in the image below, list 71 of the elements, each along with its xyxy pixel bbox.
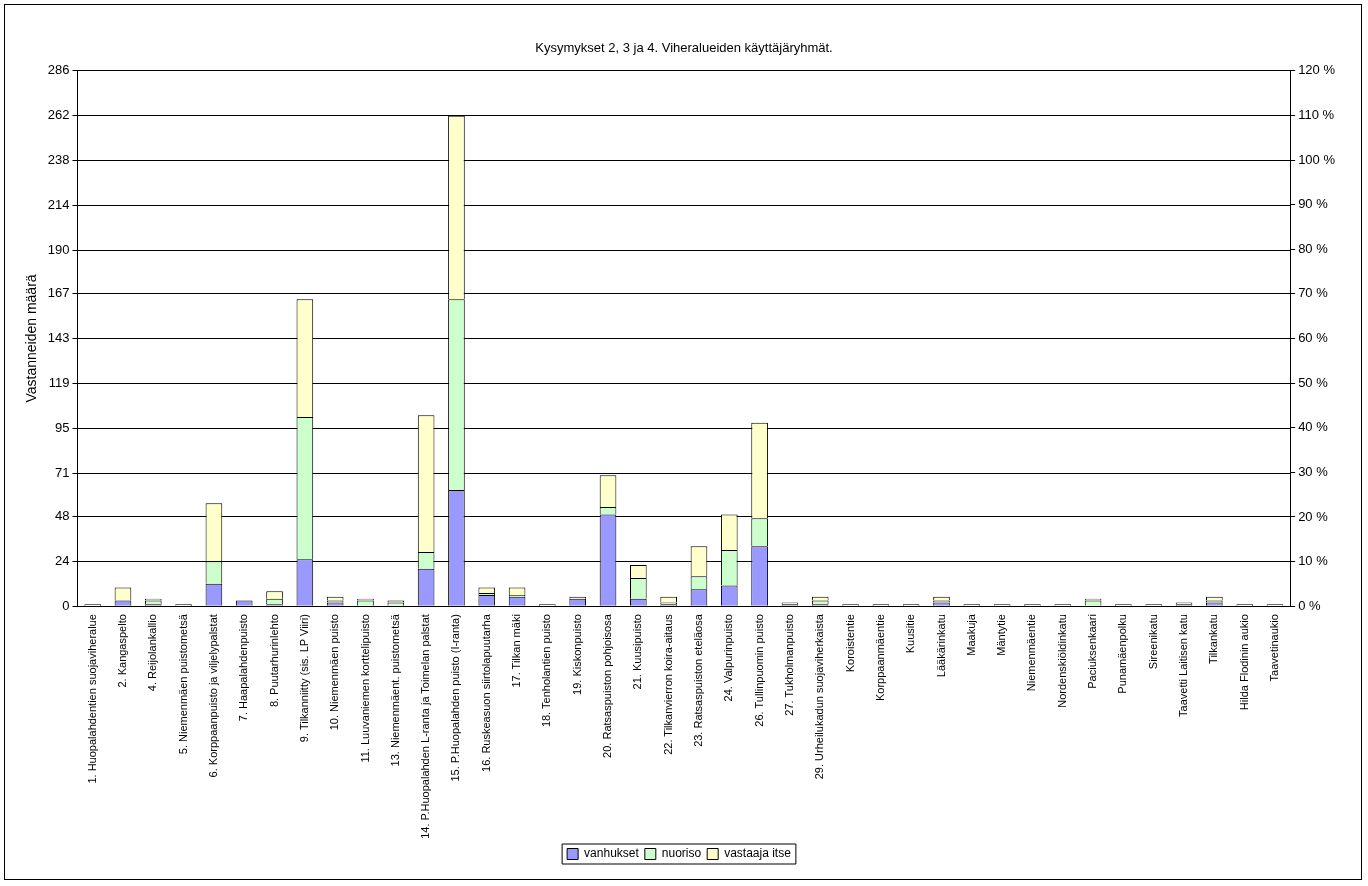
legend-label: vastaaja itse — [724, 846, 792, 861]
x-tick-label: 5. Niemenmäen puistometsä — [176, 613, 189, 755]
y2-tick-label: 70 % — [1298, 285, 1329, 301]
x-tick-label: Taavetinaukio — [1268, 614, 1281, 682]
y-tick-label: 190 — [47, 242, 70, 258]
x-tick-label: 24. Valpurinpuisto — [722, 614, 735, 702]
x-tick-label: 11. Luuvaniemen korttelipuisto — [358, 614, 371, 763]
x-tick-label: 20. Ratsaspuiston pohjoisosa — [601, 613, 614, 758]
legend-label: vanhukset — [584, 846, 640, 861]
x-tick-label: 10. Niemenmäen puisto — [328, 614, 341, 731]
x-tick-label: 4. Reijolankallio — [146, 614, 159, 692]
x-tick-label: Maakuja — [964, 613, 977, 656]
y2-tick-label: 10 % — [1298, 553, 1329, 569]
y-tick-label: 95 — [55, 419, 70, 435]
y-tick-label: 214 — [47, 197, 70, 213]
y-tick-label: 0 — [62, 597, 70, 613]
x-tick-label: 2. Kangaspelto — [116, 614, 128, 688]
y2-tick-label: 0 % — [1298, 597, 1321, 613]
y-tick-label: 286 — [47, 62, 70, 78]
x-tick-label: 7. Haapalahdenpuisto — [237, 614, 250, 722]
legend-label: nuoriso — [661, 846, 702, 861]
x-tick-label: Punamäenpolku — [1116, 614, 1129, 694]
x-tick-label: Koroistentie — [843, 614, 856, 673]
y2-tick-label: 20 % — [1298, 508, 1329, 524]
y2-tick-label: 80 % — [1298, 240, 1329, 256]
y-tick-label: 48 — [55, 507, 70, 523]
y-tick-label: 24 — [55, 552, 70, 568]
x-tick-label: Nordenskiöldinkatu — [1055, 614, 1068, 708]
x-tick-label: 29. Urheilukadun suojaviherkaista — [813, 613, 826, 780]
x-tick-label: 27. Tukholmanpuisto — [782, 614, 795, 716]
y2-tick-label: 30 % — [1298, 463, 1329, 479]
x-tick-label: 9. Tilkanniitty (sis. LP Viiri) — [297, 614, 310, 743]
x-tick-label: Tilkankatu — [1207, 614, 1220, 664]
y2-tick-label: 100 % — [1298, 151, 1336, 167]
y2-tick-label: 120 % — [1298, 62, 1336, 78]
x-tick-label: 17. Tilkan mäki — [510, 614, 523, 688]
chart-title: Kysymykset 2, 3 ja 4. Viheralueiden käyttäjäryhmät. — [534, 40, 834, 55]
x-tick-label: 16. Ruskeasuon siirtolapuutarha — [479, 613, 492, 772]
x-tick-label: 22. Tilkanvierron koira-aitaus — [661, 613, 674, 755]
x-tick-label: 8. Puutarhurinlehto — [267, 614, 280, 708]
x-tick-label: Paciuksenkaari — [1086, 614, 1099, 689]
y-tick-label: 71 — [55, 464, 70, 480]
x-tick-label: 18. Tenholantien puisto — [540, 614, 553, 728]
x-tick-label: Niemenmäentie — [1025, 614, 1038, 692]
y2-tick-label: 60 % — [1298, 330, 1329, 346]
x-tick-label: Kuusitie — [904, 614, 917, 654]
x-tick-label: 1. Huopalahdentien suojaviheralue — [85, 614, 98, 784]
x-tick-label: Taavetti Laitisen katu — [1177, 614, 1190, 717]
x-tick-label: Korppaanmäentie — [873, 614, 886, 701]
x-tick-label: 26. Tullinpuomin puisto — [752, 614, 765, 727]
x-tick-label: 6. Korppaanpuisto ja viljelypalstat — [206, 614, 219, 778]
y-tick-label: 167 — [47, 285, 70, 301]
y2-tick-label: 110 % — [1298, 106, 1335, 122]
y-tick-label: 119 — [48, 374, 70, 390]
x-tick-label: Mäntytie — [995, 614, 1008, 656]
y-axis-title: Vastanneiden määrä — [23, 274, 40, 403]
x-tick-label: 21. Kuusipuisto — [631, 614, 644, 690]
y-tick-label: 262 — [47, 107, 70, 123]
x-tick-label: 15. P.Huopalahden puisto (I-ranta) — [449, 614, 462, 782]
x-tick-label: Sireenikatu — [1146, 614, 1159, 670]
y2-tick-label: 90 % — [1298, 196, 1329, 212]
x-tick-label: Hilda Flodinin aukio — [1237, 614, 1250, 711]
y2-tick-label: 50 % — [1298, 374, 1329, 390]
y2-tick-label: 40 % — [1298, 419, 1329, 435]
x-tick-label: Lääkärinkatu — [934, 614, 947, 678]
x-tick-label: 13. Niemenmäent. puistometsä — [388, 613, 401, 767]
y-tick-label: 143 — [47, 330, 70, 346]
x-tick-label: 23. Ratsaspuiston eteläosa — [692, 613, 704, 747]
x-tick-label: 19. Kiskonpuisto — [570, 614, 583, 695]
x-tick-label: 14. P.Huopalahden L-ranta ja Toimelan palstat — [419, 614, 432, 839]
y-tick-label: 238 — [47, 152, 70, 168]
